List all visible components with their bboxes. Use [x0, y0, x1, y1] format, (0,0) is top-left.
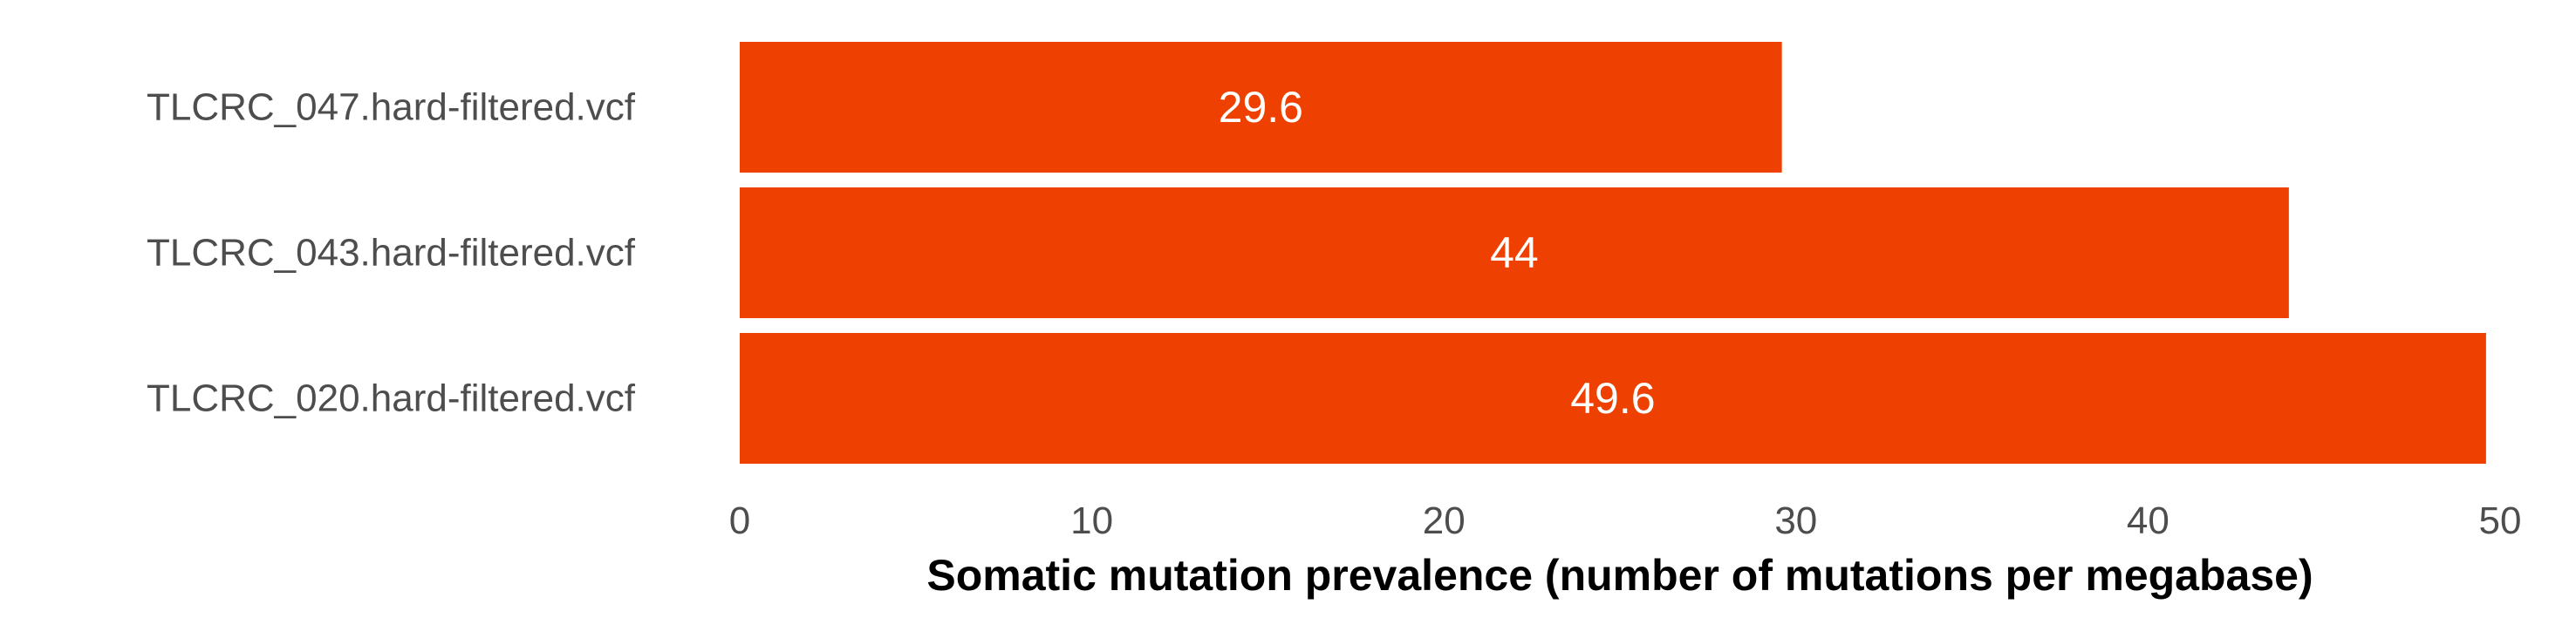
bar — [740, 333, 2486, 464]
x-tick-label: 30 — [1774, 499, 1817, 542]
bar — [740, 42, 1782, 173]
x-tick-label: 20 — [1423, 499, 1466, 542]
category-label: TLCRC_043.hard-filtered.vcf — [147, 232, 636, 275]
bar-value-label: 49.6 — [1570, 374, 1655, 423]
category-label: TLCRC_020.hard-filtered.vcf — [147, 377, 636, 420]
x-tick-label: 0 — [729, 499, 750, 542]
x-axis-ticks: 0 10 20 30 40 50 — [729, 499, 2522, 542]
bars-layer: 29.6 44 49.6 — [740, 42, 2486, 464]
bar — [740, 187, 2289, 318]
x-tick-label: 10 — [1070, 499, 1113, 542]
bar-value-label: 29.6 — [1219, 83, 1303, 132]
bar-value-label: 44 — [1490, 228, 1539, 277]
category-label: TLCRC_047.hard-filtered.vcf — [147, 86, 636, 129]
x-tick-label: 50 — [2479, 499, 2522, 542]
x-tick-label: 40 — [2127, 499, 2169, 542]
x-axis-title: Somatic mutation prevalence (number of m… — [926, 551, 2313, 600]
category-labels: TLCRC_047.hard-filtered.vcf TLCRC_043.har… — [147, 86, 636, 420]
